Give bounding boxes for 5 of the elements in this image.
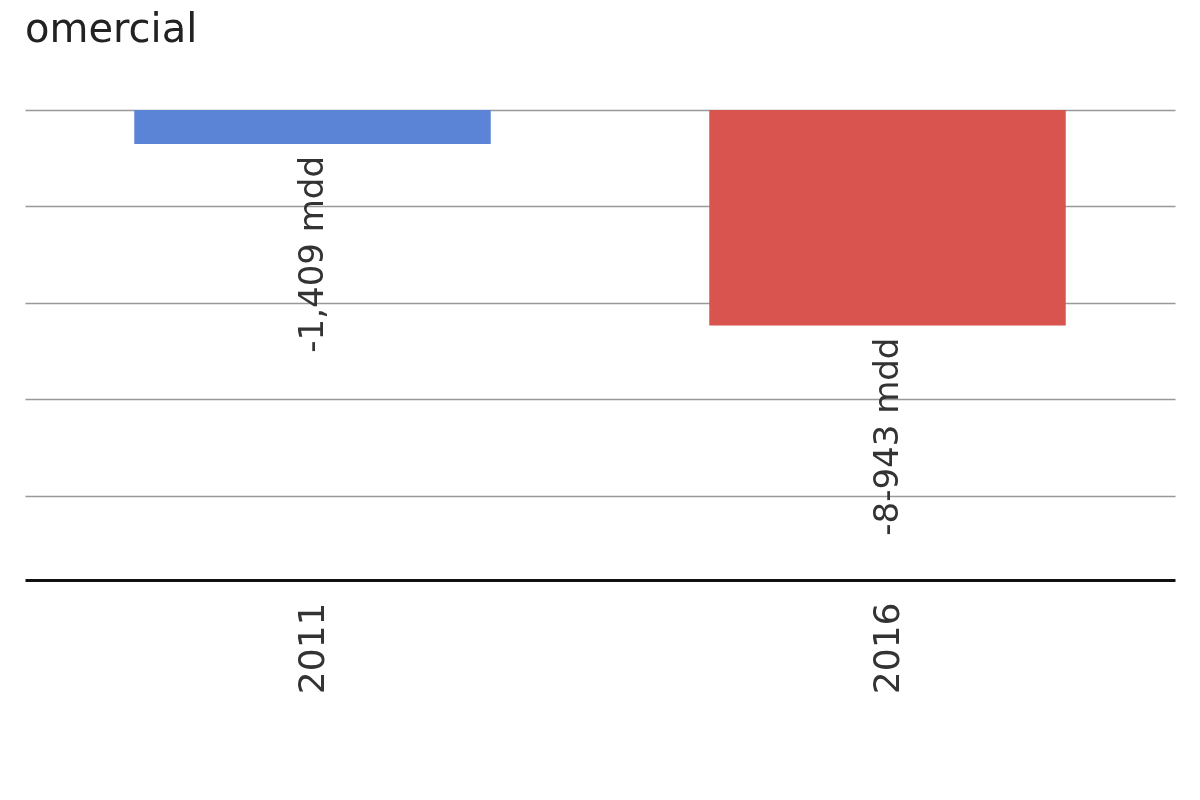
data-label: -1,409 mdd [290, 155, 331, 353]
data-label: -8-943 mdd [865, 337, 906, 536]
x-tick-label: 2011 [290, 602, 332, 695]
chart-title: omercial [25, 5, 198, 51]
x-tick-label: 2016 [865, 602, 907, 695]
